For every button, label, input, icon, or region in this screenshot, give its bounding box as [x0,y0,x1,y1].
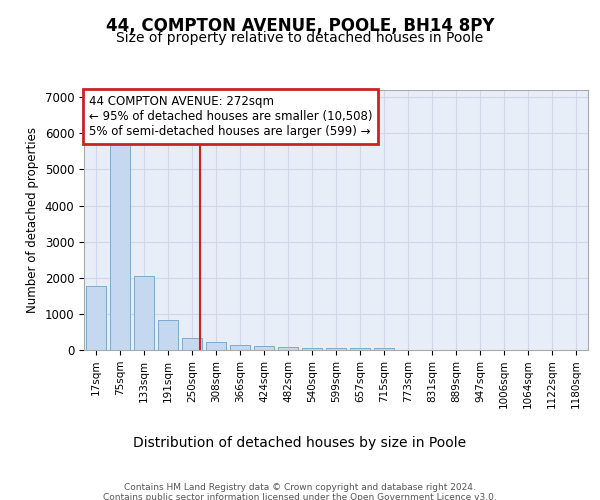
Text: 44 COMPTON AVENUE: 272sqm
← 95% of detached houses are smaller (10,508)
5% of se: 44 COMPTON AVENUE: 272sqm ← 95% of detac… [89,95,373,138]
Y-axis label: Number of detached properties: Number of detached properties [26,127,39,313]
Bar [302,348,322,350]
Text: Contains HM Land Registry data © Crown copyright and database right 2024.
Contai: Contains HM Land Registry data © Crown c… [103,482,497,500]
Text: 44, COMPTON AVENUE, POOLE, BH14 8PY: 44, COMPTON AVENUE, POOLE, BH14 8PY [106,18,494,36]
Bar [158,320,178,350]
Bar [134,276,154,350]
Bar [110,142,130,350]
Bar [230,345,250,350]
Bar [206,342,226,350]
Bar [374,348,394,350]
Bar [278,347,298,350]
Bar [326,348,346,350]
Bar [350,348,370,350]
Bar [182,338,202,350]
Bar [86,286,106,350]
Text: Distribution of detached houses by size in Poole: Distribution of detached houses by size … [133,436,467,450]
Text: Size of property relative to detached houses in Poole: Size of property relative to detached ho… [116,31,484,45]
Bar [254,346,274,350]
